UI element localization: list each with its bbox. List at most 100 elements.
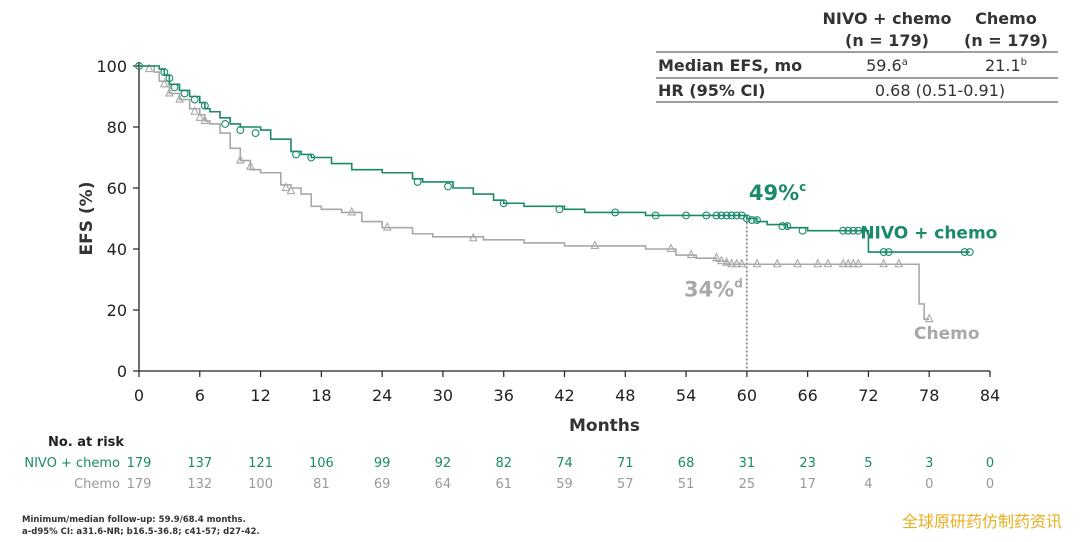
labels-layer: NIVO + chemo Chemo 49%c 34%d [684,180,997,344]
risk-value-chemo: 100 [248,477,273,492]
censor-mark-chemo [144,63,154,73]
summary-row1-label: Median EFS, mo [658,56,802,75]
risk-value-nivo-chemo: 68 [678,456,695,471]
risk-value-chemo: 132 [187,477,212,492]
series-end-label-chemo: Chemo [914,324,980,344]
watermark-text: 全球原研药仿制药资讯 [901,512,1062,531]
footnotes: Minimum/median follow-up: 59.9/68.4 mont… [22,515,260,537]
x-axis-title: Months [569,416,640,436]
footnote-1: Minimum/median follow-up: 59.9/68.4 mont… [22,515,246,525]
censor-mark-nivo-chemo [965,248,974,257]
censor-mark-nivo-chemo [170,83,179,92]
censor-mark-chemo [175,93,184,103]
censor-mark-nivo-chemo [712,211,721,220]
summary-col2-header-line2: (n = 179) [964,31,1048,50]
risk-value-chemo: 0 [986,477,994,492]
censor-mark-chemo [843,258,853,268]
censor-mark-chemo [823,258,833,268]
summary-col1-header-line1: NIVO + chemo [823,9,952,28]
censor-mark-chemo [686,249,696,259]
censor-mark-chemo [200,115,210,124]
x-tick-label: 72 [858,386,878,405]
censor-mark-nivo-chemo [783,222,792,231]
censor-mark-nivo-chemo [702,211,711,220]
censor-mark-chemo [347,206,357,216]
censor-mark-nivo-chemo [200,101,209,110]
censor-mark-chemo [793,258,802,268]
censor-mark-chemo [717,255,726,265]
x-tick-label: 36 [494,386,514,405]
risk-values: 179 137 121 106 99 92 82 74 71 68 31 23 5 3 0 179 132 100… [127,456,995,492]
x-tick-label: 6 [195,386,205,405]
censor-mark-nivo-chemo [180,89,189,98]
censor-mark-chemo [235,154,245,164]
censor-mark-nivo-chemo [499,199,508,208]
censor-mark-chemo [281,182,291,192]
risk-value-nivo-chemo: 0 [986,456,994,471]
censor-mark-nivo-chemo [722,211,731,220]
x-tick-label: 0 [134,386,144,405]
summary-row1-col1-value: 59.6 [866,56,902,75]
censor-mark-chemo [732,258,742,268]
censor-mark-nivo-chemo [292,150,300,159]
summary-col1-header-line2: (n = 179) [845,31,929,50]
series-line-nivo-chemo [139,65,970,253]
risk-value-nivo-chemo: 74 [556,456,573,471]
landmark-label-nivo-chemo: 49%c [749,180,806,205]
risk-value-chemo: 51 [678,477,695,492]
censor-mark-chemo [853,258,863,268]
risk-value-chemo: 179 [127,477,152,492]
censor-mark-nivo-chemo [307,153,316,162]
risk-value-chemo: 61 [495,477,512,492]
censor-mark-nivo-chemo [849,226,858,235]
risk-table-title: No. at risk [48,435,124,450]
risk-value-chemo: 4 [864,477,872,492]
censor-mark-nivo-chemo [844,226,853,235]
censor-mark-nivo-chemo [732,211,741,220]
summary-row1-col2-value: 21.1 [985,56,1021,75]
censor-mark-chemo [286,185,296,195]
summary-row1-col1: 59.6a [866,56,908,75]
x-tick-label: 66 [797,386,817,405]
summary-row2-label: HR (95% CI) [658,81,765,100]
summary-row2-value: 0.68 (0.51-0.91) [875,81,1005,100]
censor-mark-nivo-chemo [413,177,422,186]
censor-mark-nivo-chemo [839,226,848,235]
censor-mark-nivo-chemo [879,248,888,257]
y-tick-label: 20 [107,301,127,320]
censor-mark-nivo-chemo [884,248,893,257]
censor-mark-nivo-chemo [727,211,736,220]
censor-mark-chemo [737,258,747,268]
summary-row1-col2: 21.1b [985,56,1027,75]
censor-mark-nivo-chemo [444,182,452,191]
censor-mark-nivo-chemo [165,74,174,83]
censor-mark-nivo-chemo [854,226,863,235]
censor-mark-nivo-chemo [135,62,143,70]
y-axis-title: EFS (%) [77,182,97,256]
risk-value-nivo-chemo: 179 [127,456,152,471]
censor-mark-nivo-chemo [960,248,969,257]
risk-value-nivo-chemo: 92 [435,456,452,471]
censor-mark-nivo-chemo [742,214,751,223]
censor-mark-chemo [159,78,169,88]
risk-table: No. at risk NIVO + chemo Chemo 179 137 121… [24,435,994,492]
censor-mark-chemo [590,240,600,249]
risk-value-chemo: 81 [313,477,330,492]
y-tick-label: 40 [107,240,127,259]
risk-row-label-chemo: Chemo [74,477,120,492]
risk-value-nivo-chemo: 3 [925,456,933,471]
risk-value-chemo: 0 [925,477,933,492]
y-tick-label: 0 [117,362,127,381]
censor-mark-nivo-chemo [221,119,230,128]
risk-row-label-nivo: NIVO + chemo [24,456,120,471]
x-tick-label: 48 [615,386,635,405]
risk-value-chemo: 25 [739,477,756,492]
summary-table: NIVO + chemo (n = 179) Chemo (n = 179) M… [656,9,1058,103]
y-tick-label: 100 [96,57,127,76]
censor-mark-chemo [879,258,889,268]
x-tick-label: 60 [737,386,757,405]
censor-mark-nivo-chemo [651,211,660,220]
x-tick-label: 78 [919,386,939,405]
risk-value-nivo-chemo: 137 [187,456,212,471]
